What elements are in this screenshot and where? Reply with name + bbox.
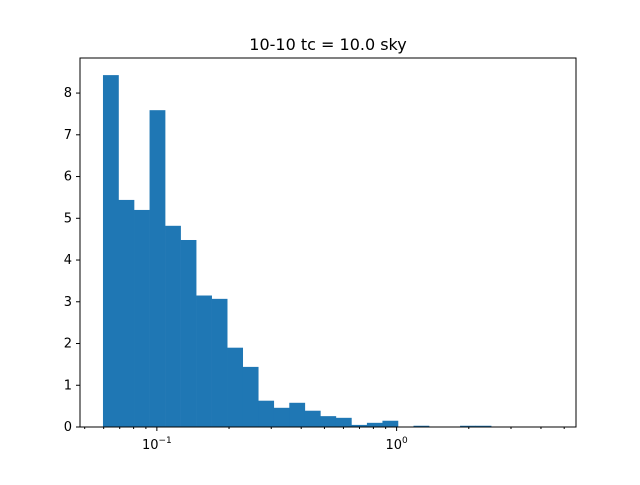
y-tick-label: 3 [64,295,72,310]
x-tick-label: 10−1 [142,436,172,453]
y-tick-label: 5 [64,211,72,226]
x-tick-label: 100 [385,436,408,453]
histogram-bar [165,225,181,427]
y-tick-label: 4 [64,253,72,268]
histogram-bar [351,424,368,427]
histogram-bar [273,407,290,427]
histogram-bar [196,295,212,427]
histogram-bar [211,298,228,427]
histogram-bar [460,425,476,427]
histogram-bar [413,425,430,427]
y-tick-label: 7 [64,128,72,143]
histogram-bar [242,366,259,427]
y-tick-label: 1 [64,378,72,393]
histogram-bar [366,422,383,427]
y-tick-label: 2 [64,337,72,352]
histogram-bar [382,420,399,427]
histogram-bar [304,410,321,427]
histogram-bar [149,110,166,427]
histogram-bar [289,402,306,427]
histogram-bar [102,75,119,427]
histogram-bar [118,199,135,427]
axes-frame [79,57,577,428]
y-tick-label: 8 [64,86,72,101]
histogram-bar [227,347,244,427]
histogram-bar [335,417,352,427]
y-tick-label: 0 [64,420,72,435]
chart-title: 10-10 tc = 10.0 sky [249,35,406,54]
histogram-bar [320,416,337,427]
histogram-bar [134,209,150,427]
y-tick-label: 6 [64,170,72,185]
histogram-bar [180,239,197,427]
histogram-bar [475,425,492,427]
histogram-bar [258,400,275,427]
